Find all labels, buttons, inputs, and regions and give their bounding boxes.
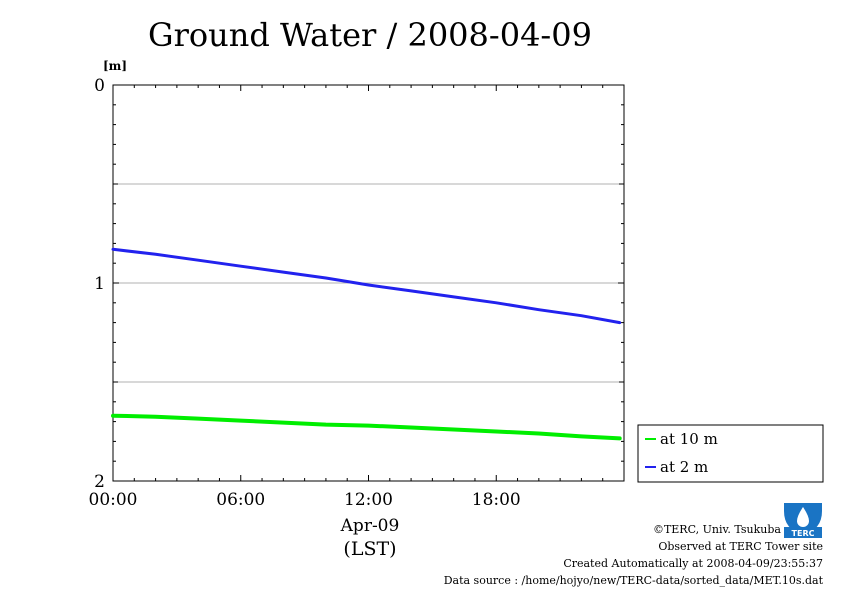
legend-box — [637, 424, 824, 483]
legend-label-2m: at 2 m — [660, 458, 708, 476]
x-tick-label: 18:00 — [472, 490, 521, 510]
axis-ticks: 0 1 200:00 06:00 12:00 18:00 — [89, 76, 624, 510]
x-date-label: Apr-09 — [340, 516, 400, 536]
grid-lines — [113, 183, 624, 383]
credit-created: Created Automatically at 2008-04-09/23:5… — [563, 557, 823, 570]
credit-observed: Observed at TERC Tower site — [658, 540, 823, 553]
legend-label-10m: at 10 m — [660, 430, 718, 448]
y-tick-label: 1 — [94, 274, 105, 294]
x-axis-label: (LST) — [343, 538, 396, 560]
x-tick-label: 12:00 — [344, 490, 393, 510]
series-line-2m — [111, 247, 622, 325]
credit-source: Data source : /home/hojyo/new/TERC-data/… — [444, 574, 824, 587]
logo-band — [784, 527, 822, 538]
logo-text: TERC — [792, 529, 815, 538]
y-axis-unit-label: [m] — [103, 59, 127, 73]
credit-copyright: ©TERC, Univ. Tsukuba — [653, 523, 781, 536]
legend: at 10 m at 2 m — [637, 424, 824, 483]
series-line-10m — [111, 413, 622, 441]
x-tick-label: 00:00 — [89, 490, 138, 510]
x-tick-label: 06:00 — [216, 490, 265, 510]
y-tick-label: 0 — [94, 76, 105, 96]
logo-drop-highlight — [797, 507, 809, 527]
series-lines — [111, 247, 622, 441]
chart-title: Ground Water / 2008-04-09 — [148, 16, 592, 54]
terc-logo-icon: TERC — [784, 503, 822, 538]
y-tick-label: 2 — [94, 472, 105, 492]
